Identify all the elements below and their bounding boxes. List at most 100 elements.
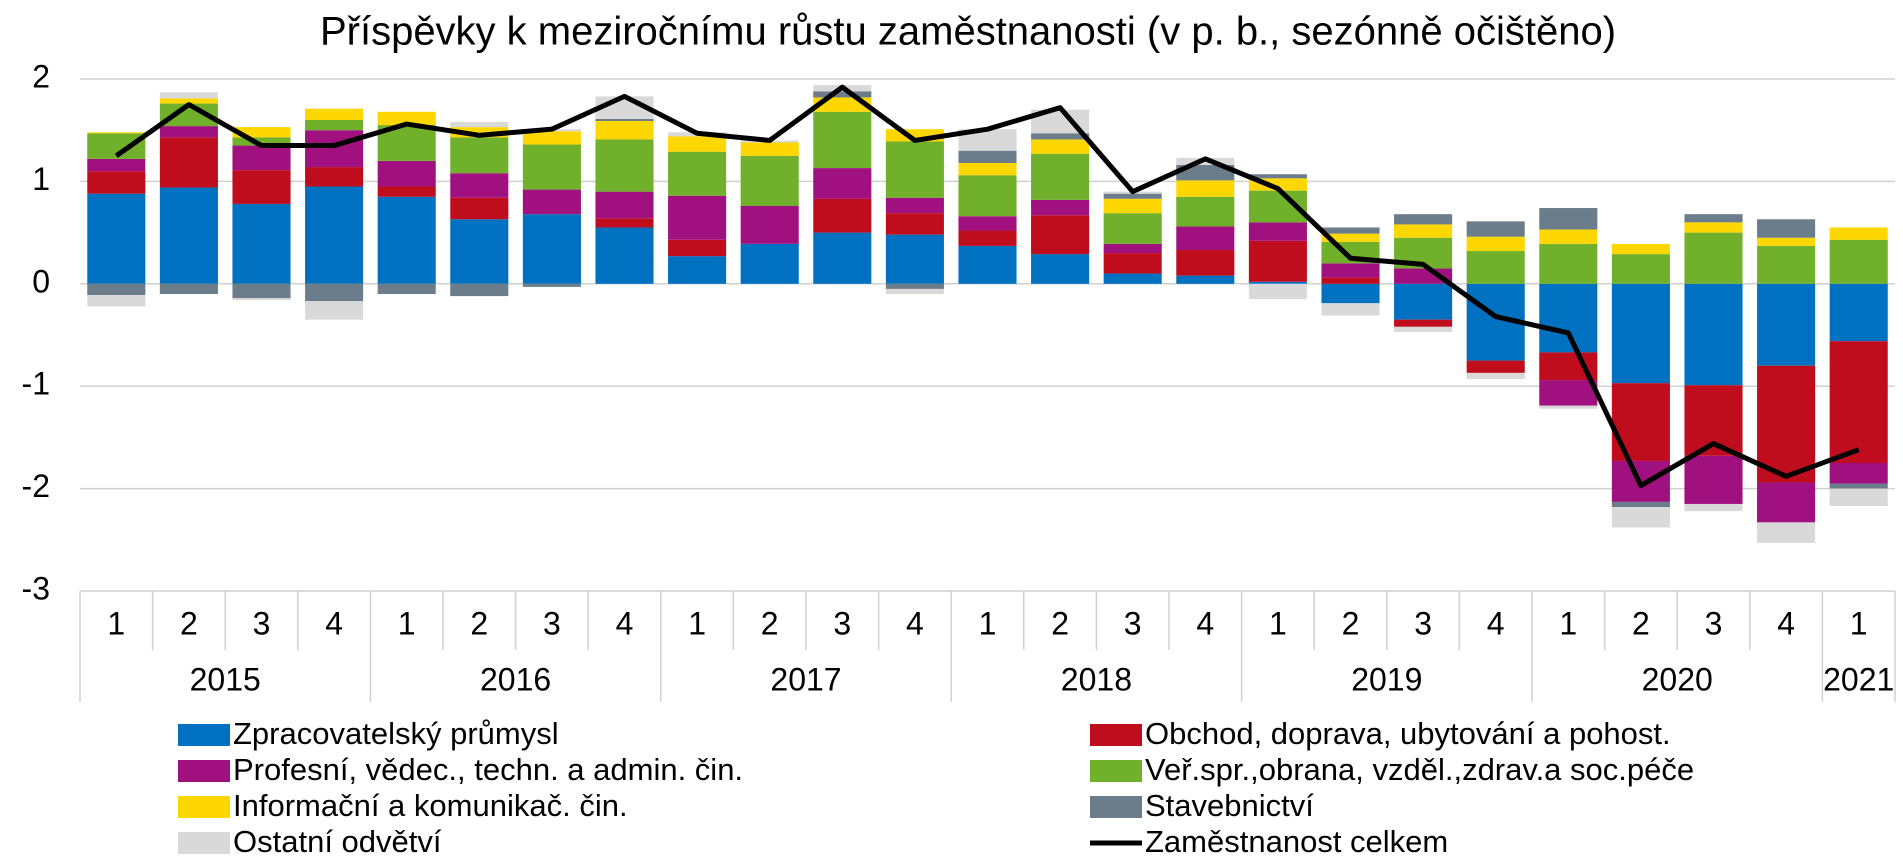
bar-segment [1248, 222, 1307, 241]
bar-segment [958, 175, 1017, 217]
bar-segment [668, 239, 727, 257]
bar-segment [1611, 501, 1670, 508]
bar-segment [1539, 283, 1598, 353]
x-group-label: 2016 [480, 661, 551, 697]
bar-segment [1394, 224, 1453, 238]
bar-segment [232, 145, 291, 171]
x-tick-label: 4 [1777, 605, 1795, 641]
legend-swatch [1090, 760, 1142, 782]
bar-segment [1394, 319, 1453, 327]
bar-segment [1176, 250, 1235, 276]
bar-segment [1466, 360, 1525, 373]
bar-segment [1757, 245, 1816, 284]
bar-segment [377, 283, 436, 295]
bar-segment [159, 103, 218, 127]
bar-segment [1321, 263, 1380, 278]
x-tick-label: 1 [107, 605, 125, 641]
x-tick-label: 2 [180, 605, 198, 641]
bar-segment [1176, 165, 1235, 181]
bar-segment [1176, 226, 1235, 251]
x-tick-label: 1 [1559, 605, 1577, 641]
x-tick-label: 2 [1051, 605, 1069, 641]
legend-swatch [178, 796, 230, 818]
legend-label: Ostatní odvětví [233, 824, 442, 859]
bar-segment [232, 137, 291, 146]
bar-segment [522, 189, 581, 215]
bar-segment [958, 129, 1017, 151]
bar-segment [1684, 222, 1743, 233]
bar-segment [87, 158, 146, 172]
bar-segment [813, 198, 872, 233]
bar-segment [305, 130, 364, 168]
bar-segment [450, 137, 509, 174]
x-tick-label: 3 [1414, 605, 1432, 641]
x-tick-label: 3 [833, 605, 851, 641]
bar-segment [1539, 243, 1598, 284]
bar-segment [305, 119, 364, 131]
bar-segment [1103, 213, 1162, 244]
bar-segment [305, 283, 364, 302]
bar-segment [522, 131, 581, 145]
bar-segment [1757, 365, 1816, 483]
bar-segment [1684, 232, 1743, 284]
bar-segment [1539, 229, 1598, 244]
y-tick-label: 0 [32, 263, 50, 299]
bar-segment [1321, 283, 1380, 304]
bar-segment [958, 230, 1017, 246]
bar-segment [522, 283, 581, 287]
x-group-label: 2020 [1642, 661, 1713, 697]
bar-segment [668, 195, 727, 240]
bar-segment [1031, 153, 1090, 200]
bar-segment [1031, 215, 1090, 255]
bar-segment [595, 218, 654, 228]
bar-segment [1829, 227, 1888, 240]
bar-segment [1757, 237, 1816, 246]
bar-segment [377, 196, 436, 284]
bar-segment [1103, 253, 1162, 274]
bar-segment [1321, 303, 1380, 316]
x-tick-label: 4 [1487, 605, 1505, 641]
x-tick-label: 4 [325, 605, 343, 641]
bar-segment [1321, 233, 1380, 242]
bar-segment [159, 283, 218, 295]
x-tick-label: 1 [1850, 605, 1868, 641]
bar-segment [87, 283, 146, 296]
bar-segment [1321, 277, 1380, 284]
bar-segment [668, 136, 727, 152]
bar-segment [1031, 133, 1090, 140]
bar-segment [958, 162, 1017, 176]
y-tick-label: -1 [22, 366, 50, 402]
bar-segment [1248, 281, 1307, 284]
bar-segment [1394, 283, 1453, 320]
legend-label: Zaměstnanost celkem [1145, 824, 1448, 859]
bar-segment [1176, 196, 1235, 227]
bar-segment [450, 219, 509, 284]
bar-segment [958, 245, 1017, 284]
bar-segment [1248, 240, 1307, 282]
bar-segment [1466, 372, 1525, 380]
y-tick-label: -2 [22, 468, 50, 504]
x-tick-label: 3 [253, 605, 271, 641]
x-group-label: 2021 [1823, 661, 1894, 697]
legend-label: Zpracovatelský průmysl [233, 716, 559, 751]
bar-segment [1757, 522, 1816, 543]
bar-segment [1539, 405, 1598, 409]
x-tick-label: 1 [979, 605, 997, 641]
bar-segment [1466, 236, 1525, 252]
bar-segment [1757, 283, 1816, 366]
bar-segment [813, 232, 872, 284]
bar-segment [1031, 199, 1090, 216]
bar-segment [595, 191, 654, 219]
x-tick-label: 1 [688, 605, 706, 641]
bar-segment [958, 150, 1017, 163]
legend-swatch [1090, 724, 1142, 746]
bar-segment [1611, 283, 1670, 384]
bar-segment [1611, 254, 1670, 284]
bar-segment [87, 132, 146, 134]
bar-segment [1829, 283, 1888, 342]
x-tick-label: 4 [616, 605, 634, 641]
bar-segment [1248, 283, 1307, 300]
legend-label: Obchod, doprava, ubytování a pohost. [1145, 716, 1671, 751]
bar-segment [305, 186, 364, 284]
